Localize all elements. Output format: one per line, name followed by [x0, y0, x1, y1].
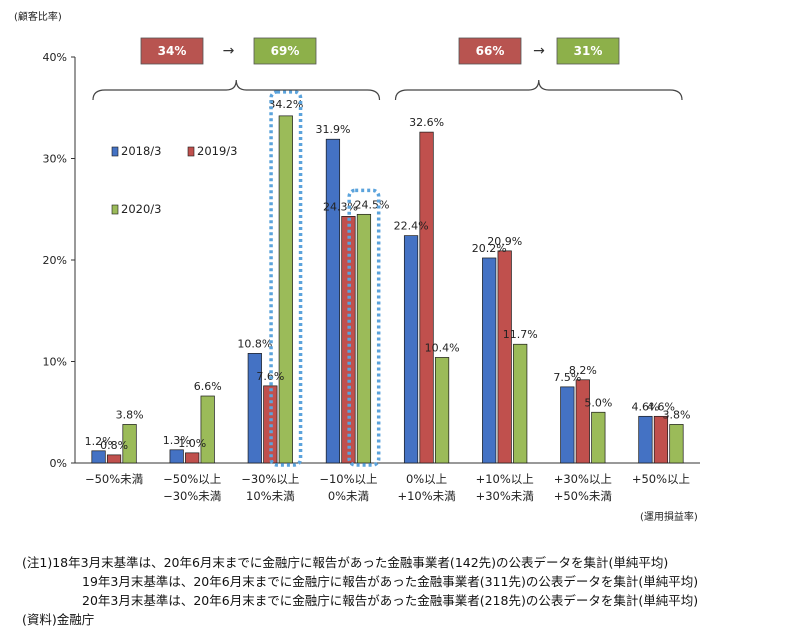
data-label: 7.5% [553, 371, 581, 384]
bar-2019-3-0 [106, 454, 122, 464]
category-label: +50%以上 [632, 472, 690, 486]
bar-2020-3-0 [122, 424, 137, 464]
data-label: 11.7% [503, 328, 538, 341]
y-tick-label: 0% [50, 457, 67, 470]
data-label: 1.0% [178, 437, 206, 450]
category-label: −50%未満 [85, 472, 143, 486]
category-label: 10%未満 [246, 489, 295, 503]
note-3: 20年3月末基準は、20年6月末までに金融庁に報告があった金融事業者(218先)… [82, 593, 699, 608]
note-prefix: (注1) [22, 555, 53, 570]
category-label: −30%以上 [241, 472, 299, 486]
data-label: 31.9% [315, 123, 350, 136]
data-label: 4.6% [631, 400, 659, 413]
y-tick-label: 30% [43, 153, 67, 166]
summary-to-label: 69% [271, 44, 300, 58]
y-tick-label: 40% [43, 51, 67, 64]
y-axis-title: (顧客比率) [14, 10, 62, 23]
highlight-box [347, 188, 381, 467]
bar-2020-3-4 [434, 357, 450, 464]
category-label: −30%未満 [163, 489, 221, 503]
data-label: 3.8% [116, 408, 144, 421]
legend-swatch [187, 146, 195, 157]
summary-from-box [140, 37, 204, 65]
category-label: −50%以上 [163, 472, 221, 486]
data-label: 3.8% [662, 408, 690, 421]
data-label: 8.2% [569, 364, 597, 377]
summary-from-box [458, 37, 522, 65]
data-label: 34.2% [268, 98, 303, 111]
bar-2018-3-6 [560, 386, 575, 464]
bar-2020-3-7 [669, 424, 684, 464]
data-label: 10.8% [237, 337, 272, 350]
summary-to-label: 31% [574, 44, 603, 58]
data-label: 20.2% [472, 242, 507, 255]
data-label: 6.6% [194, 380, 222, 393]
legend-swatch [111, 146, 119, 157]
bar-2020-3-2 [278, 115, 293, 464]
category-label: −10%以上 [319, 472, 377, 486]
bar-2020-3-5 [513, 343, 528, 464]
bar-2019-3-7 [653, 415, 669, 464]
data-label: 24.5% [354, 198, 389, 211]
legend-label: 2018/3 [121, 144, 161, 158]
summary-to-box [556, 37, 620, 65]
category-label: +30%以上 [554, 472, 612, 486]
brace-right [394, 79, 683, 101]
summary-from-label: 34% [158, 44, 187, 58]
footnotes: (注1)18年3月末基準は、20年6月末までに金融庁に報告があった金融事業者(1… [22, 553, 797, 629]
bar-2019-3-4 [419, 131, 434, 464]
bar-2018-3-5 [482, 257, 497, 464]
data-label: 20.9% [487, 235, 522, 248]
category-label: 0%未満 [328, 489, 369, 503]
bar-2018-3-0 [91, 450, 106, 464]
data-label: 1.3% [163, 434, 191, 447]
legend-label: 2019/3 [197, 144, 237, 158]
data-label: 1.2% [85, 435, 113, 448]
legend-swatch [111, 204, 119, 215]
y-tick-label: 20% [43, 254, 67, 267]
arrow-label: → [223, 43, 235, 59]
data-label: 0.8% [100, 439, 128, 452]
highlight-box [269, 90, 303, 467]
category-label: +50%未満 [554, 489, 612, 503]
data-label: 22.4% [394, 220, 429, 233]
data-label: 32.6% [409, 116, 444, 129]
arrow-label: → [533, 43, 545, 59]
note-1: (注1)18年3月末基準は、20年6月末までに金融庁に報告があった金融事業者(1… [22, 553, 797, 572]
category-label: +30%未満 [476, 489, 534, 503]
category-label: +10%未満 [397, 489, 455, 503]
bar-2020-3-3 [356, 213, 372, 464]
bar-2018-3-1 [169, 449, 184, 464]
y-tick-label: 10% [43, 356, 67, 369]
note-2: 19年3月末基準は、20年6月末までに金融庁に報告があった金融事業者(311先)… [82, 574, 699, 589]
bar-2019-3-6 [575, 379, 590, 464]
bar-2019-3-5 [497, 250, 512, 464]
bar-2018-3-7 [638, 415, 653, 464]
summary-from-label: 66% [476, 44, 505, 58]
brace-left [92, 79, 381, 101]
bar-2018-3-4 [403, 235, 419, 464]
bar-2020-3-1 [200, 395, 215, 464]
data-label: 5.0% [584, 396, 612, 409]
data-label: 24.3% [323, 200, 358, 213]
legend-label: 2020/3 [121, 202, 161, 216]
note-1-text: 18年3月末基準は、20年6月末までに金融庁に報告があった金融事業者(142先)… [52, 555, 669, 570]
bar-chart: (顧客比率) 0% 10% 20% 30% 40% 1.2%0.8% 3.8% 1.3%1.… [14, 10, 700, 523]
source-note: (資料)金融庁 [22, 612, 95, 627]
bar-2020-3-6 [591, 411, 606, 464]
summary-to-box [253, 37, 317, 65]
category-label: 0%以上 [406, 472, 447, 486]
bar-2018-3-2 [247, 353, 262, 464]
data-label: 10.4% [425, 341, 460, 354]
bar-2019-3-1 [185, 452, 200, 464]
category-label: +10%以上 [476, 472, 534, 486]
bar-2018-3-3 [325, 138, 341, 464]
x-axis-title: (運用損益率) [640, 510, 698, 523]
data-label: 4.6% [647, 400, 675, 413]
